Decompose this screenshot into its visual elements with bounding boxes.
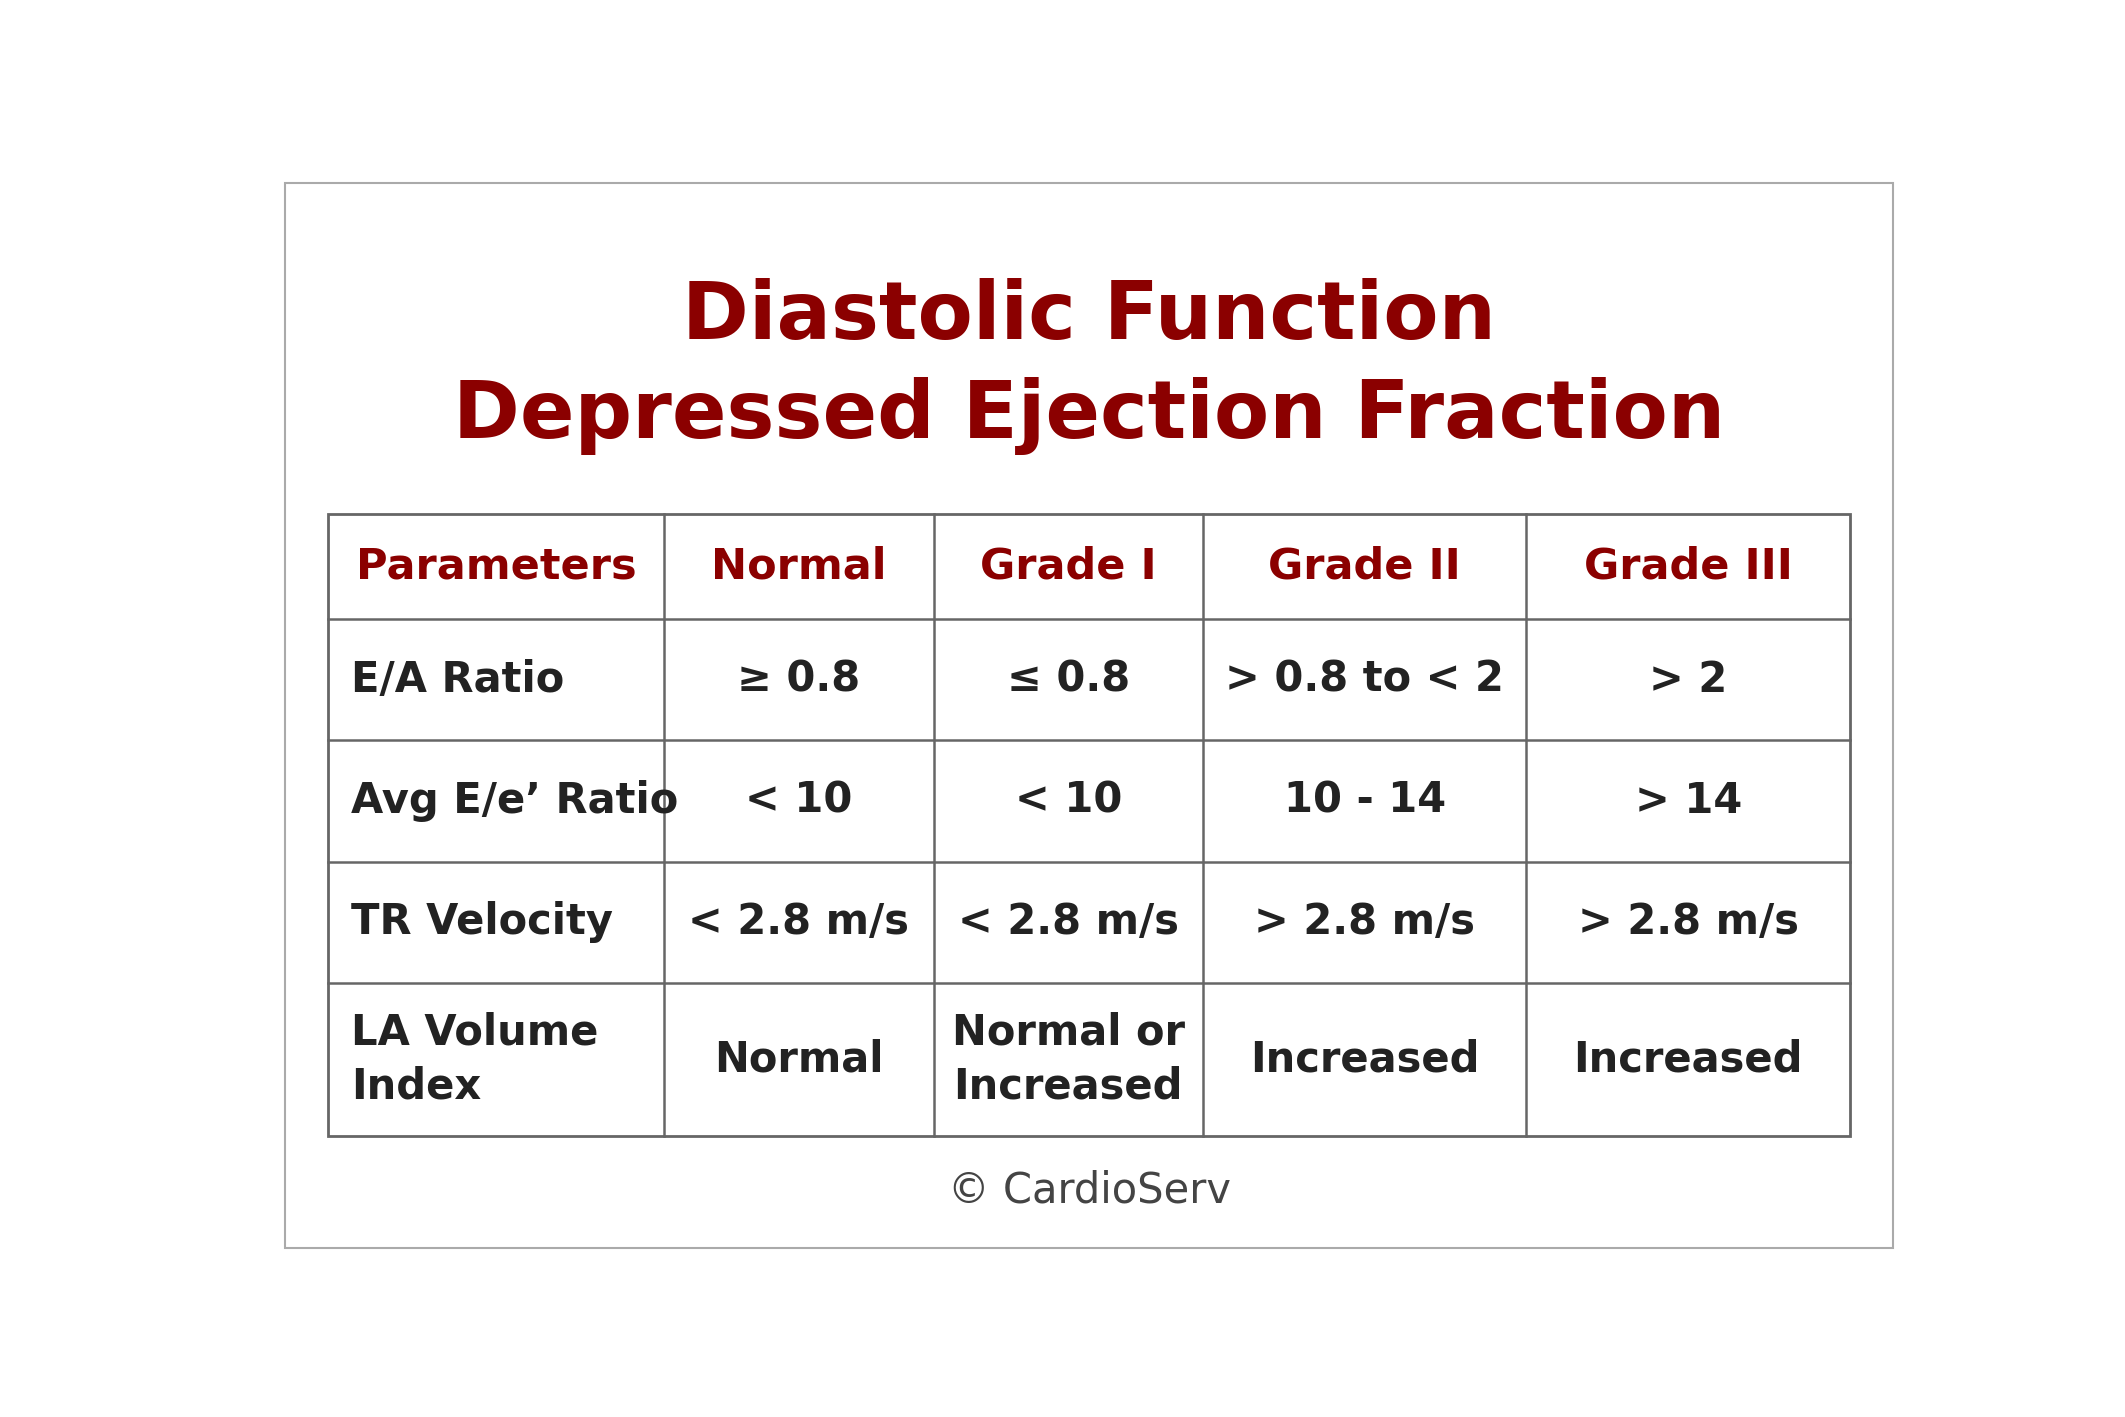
Text: > 2.8 m/s: > 2.8 m/s bbox=[1577, 901, 1798, 944]
Text: Depressed Ejection Fraction: Depressed Ejection Fraction bbox=[453, 377, 1726, 455]
Text: < 10: < 10 bbox=[746, 779, 852, 822]
Text: ≤ 0.8: ≤ 0.8 bbox=[1007, 659, 1130, 701]
Text: Diastolic Function: Diastolic Function bbox=[682, 278, 1496, 356]
Text: Normal or
Increased: Normal or Increased bbox=[952, 1012, 1186, 1107]
Text: © CardioServ: © CardioServ bbox=[948, 1169, 1230, 1212]
Text: < 10: < 10 bbox=[1014, 779, 1122, 822]
Text: Grade I: Grade I bbox=[980, 546, 1156, 588]
Text: Grade II: Grade II bbox=[1269, 546, 1462, 588]
Text: Avg E/e’ Ratio: Avg E/e’ Ratio bbox=[351, 779, 678, 822]
Text: Increased: Increased bbox=[1572, 1039, 1802, 1080]
Text: Grade III: Grade III bbox=[1583, 546, 1794, 588]
Text: E/A Ratio: E/A Ratio bbox=[351, 659, 565, 701]
Text: < 2.8 m/s: < 2.8 m/s bbox=[688, 901, 910, 944]
Text: > 0.8 to < 2: > 0.8 to < 2 bbox=[1226, 659, 1504, 701]
Text: Parameters: Parameters bbox=[355, 546, 635, 588]
Text: > 2.8 m/s: > 2.8 m/s bbox=[1254, 901, 1475, 944]
Text: Normal: Normal bbox=[712, 546, 886, 588]
Text: LA Volume
Index: LA Volume Index bbox=[351, 1012, 599, 1107]
Text: TR Velocity: TR Velocity bbox=[351, 901, 614, 944]
Text: ≥ 0.8: ≥ 0.8 bbox=[737, 659, 861, 701]
Text: > 2: > 2 bbox=[1649, 659, 1728, 701]
Text: Increased: Increased bbox=[1250, 1039, 1479, 1080]
Text: 10 - 14: 10 - 14 bbox=[1284, 779, 1445, 822]
Text: > 14: > 14 bbox=[1634, 779, 1742, 822]
Text: Normal: Normal bbox=[714, 1039, 884, 1080]
Text: < 2.8 m/s: < 2.8 m/s bbox=[958, 901, 1179, 944]
